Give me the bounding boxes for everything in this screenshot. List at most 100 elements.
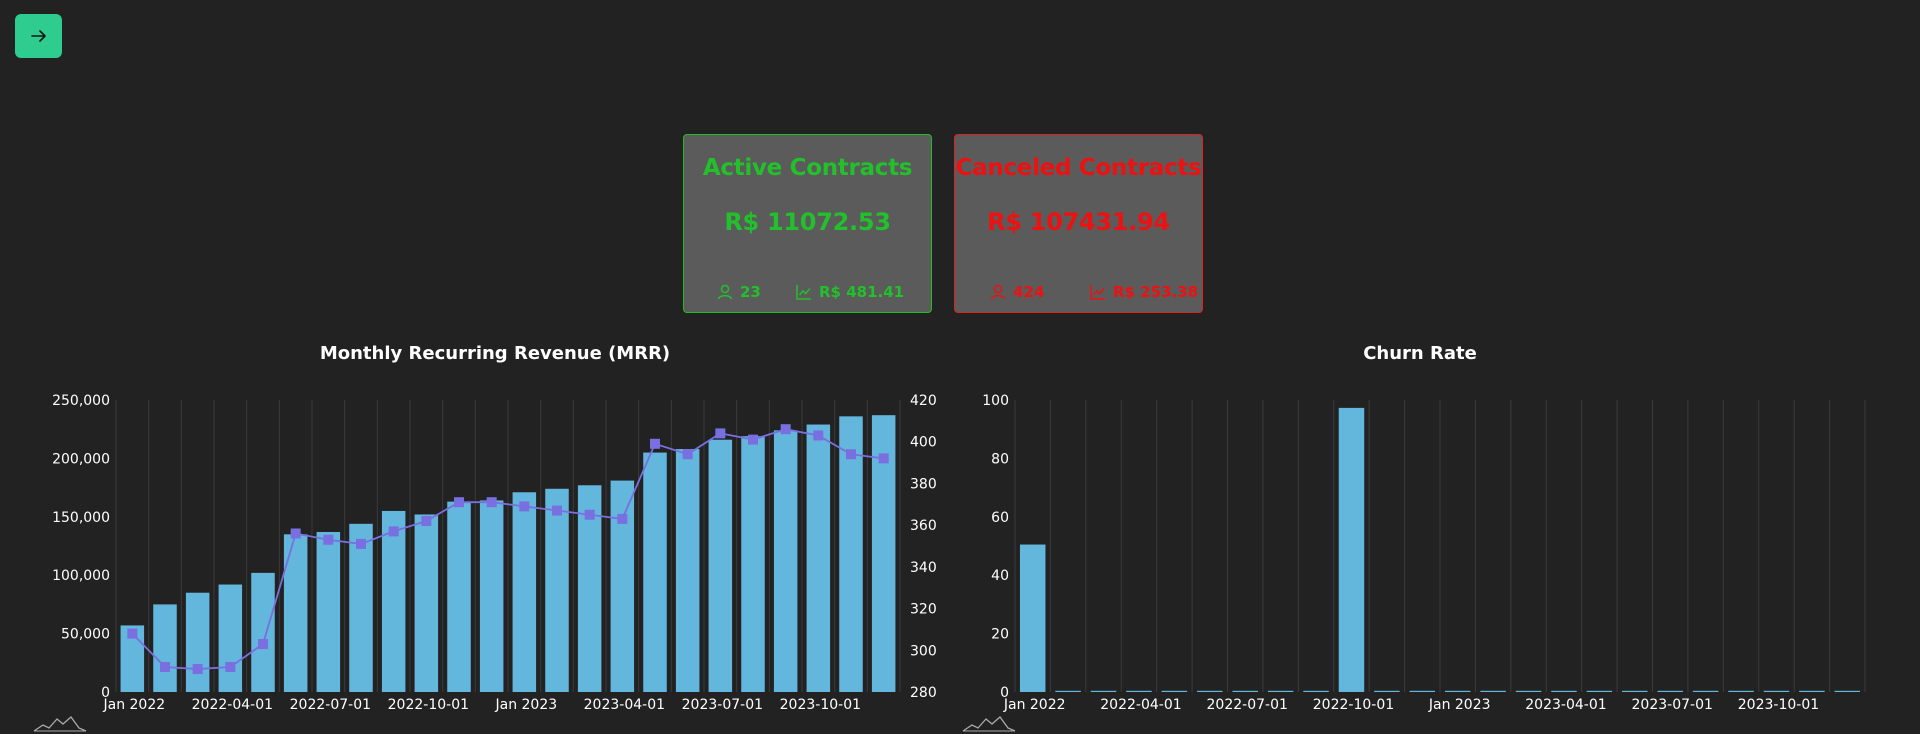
x-tick-label: Jan 2022 (1003, 697, 1066, 713)
bar (741, 436, 765, 692)
bar (1197, 690, 1223, 692)
line-point (650, 438, 660, 449)
bar (577, 485, 602, 692)
user-icon (990, 284, 1006, 300)
y2-tick-label: 320 (910, 602, 937, 618)
x-tick-label: Jan 2023 (494, 697, 557, 713)
y2-tick-label: 400 (910, 435, 937, 451)
mrr-chart-title: Monthly Recurring Revenue (MRR) (319, 343, 671, 364)
y-tick-label: 60 (991, 510, 1009, 526)
bar (447, 501, 471, 692)
bar (1267, 690, 1294, 692)
average-value: R$ 481.41 (795, 283, 904, 301)
bar (773, 430, 798, 692)
mrr-zoom-handle-icon[interactable] (33, 714, 87, 734)
bar (806, 424, 831, 692)
line-point (486, 497, 497, 508)
y-tick-label: 40 (991, 568, 1009, 584)
y-tick-label: 20 (991, 627, 1009, 643)
bar (1338, 407, 1365, 692)
bar (153, 604, 177, 692)
average-value: R$ 253.38 (1089, 283, 1198, 301)
x-tick-label: 2023-04-01 (1525, 697, 1606, 713)
x-tick-label: 2023-10-01 (1738, 697, 1819, 713)
line-point (846, 449, 856, 460)
y-tick-label: 0 (1000, 685, 1009, 701)
bar (610, 480, 635, 692)
bar (708, 439, 733, 692)
y2-tick-label: 380 (910, 476, 937, 492)
bar (675, 449, 700, 692)
bar (512, 492, 537, 692)
bar (414, 514, 439, 692)
bar (1763, 690, 1790, 692)
mrr-chart: 0 50,000 100,000 150,000 200,000 250,000 280 30… (52, 393, 937, 713)
card-value: R$ 107431.94 (987, 208, 1170, 236)
line-point (552, 505, 562, 516)
y-tick-label: 80 (991, 451, 1009, 467)
y2-tick-label: 280 (910, 685, 937, 701)
x-tick-label: 2023-07-01 (682, 697, 763, 713)
y-tick-label: 150,000 (52, 510, 110, 526)
line-point (225, 661, 236, 672)
y-tick-label: 100 (982, 393, 1009, 409)
line-point (813, 430, 824, 441)
line-point (454, 497, 464, 508)
y2-tick-label: 300 (910, 643, 937, 659)
churn-zoom-handle-icon[interactable] (962, 714, 1016, 734)
x-tick-label: 2022-07-01 (1207, 697, 1288, 713)
line-point (388, 526, 399, 537)
line-point (780, 424, 791, 435)
churn-chart-title: Churn Rate (1363, 343, 1477, 364)
bar (381, 510, 406, 692)
x-tick-label: 2022-10-01 (1313, 697, 1394, 713)
card-title: Active Contracts (702, 155, 913, 181)
line-chart-icon (796, 285, 811, 300)
y-tick-label: 200,000 (52, 451, 110, 467)
bar (1480, 690, 1506, 692)
bar (1728, 690, 1754, 692)
bar (349, 523, 373, 692)
y-tick-label: 0 (101, 685, 110, 701)
bar (479, 500, 504, 692)
count-value: 23 (740, 283, 761, 301)
line-chart-icon (1090, 285, 1105, 300)
average-label: R$ 481.41 (819, 283, 905, 301)
bar (1515, 690, 1542, 692)
average-label: R$ 253.38 (1113, 283, 1199, 301)
next-page-button[interactable] (15, 14, 62, 58)
line-point (127, 628, 138, 639)
x-tick-label: 2023-07-01 (1632, 697, 1713, 713)
x-tick-label: 2022-04-01 (1100, 697, 1181, 713)
line-point (323, 534, 334, 545)
bar (1657, 690, 1683, 692)
contract-count: 23 (716, 283, 761, 301)
bar (1551, 690, 1577, 692)
line-point (290, 528, 301, 539)
bar (545, 488, 569, 692)
x-tick-label: 2023-10-01 (780, 697, 861, 713)
bar (1126, 690, 1152, 692)
active-contracts-card: Active Contracts R$ 11072.53 23 R$ 481.4… (683, 134, 932, 313)
bar (1692, 690, 1719, 692)
x-tick-label: 2022-04-01 (192, 697, 273, 713)
bar (1799, 690, 1825, 692)
user-icon (717, 284, 733, 300)
line-point (682, 449, 693, 460)
bar (251, 572, 275, 692)
bar (185, 592, 210, 692)
bar (283, 534, 308, 692)
line-point (617, 513, 628, 524)
line-point (356, 538, 366, 549)
bar (1409, 690, 1436, 692)
count-value: 424 (1013, 283, 1045, 301)
card-value: R$ 11072.53 (724, 208, 891, 236)
line-point (748, 434, 758, 445)
line-point (258, 639, 268, 650)
line-point (878, 453, 889, 464)
x-tick-label: 2022-07-01 (290, 697, 371, 713)
x-tick-label: 2023-04-01 (584, 697, 665, 713)
line-point (584, 509, 595, 520)
line-point (715, 428, 726, 439)
line-point (160, 661, 170, 672)
